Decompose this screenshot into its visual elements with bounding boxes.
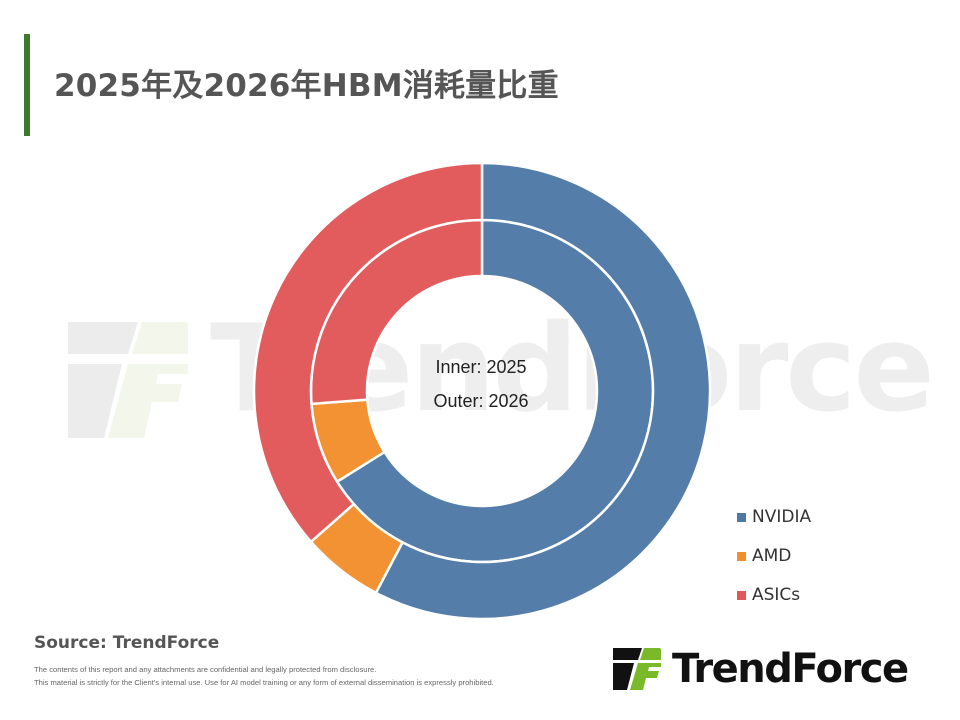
legend-label: AMD <box>752 546 792 566</box>
legend-swatch-nvidia <box>737 512 746 522</box>
disclaimer-line-1: The contents of this report and any atta… <box>34 665 377 674</box>
logo-text: TrendForce <box>672 646 909 692</box>
legend-item-amd[interactable]: AMD <box>737 546 811 566</box>
trendforce-logo: TrendForce <box>612 646 909 692</box>
donut-segment-2026-nvidia[interactable] <box>374 161 712 621</box>
legend-item-nvidia[interactable]: NVIDIA <box>737 507 811 527</box>
legend-swatch-asics <box>737 590 746 600</box>
center-label-outer: Outer: 2026 <box>433 391 529 411</box>
page-title: 2025年及2026年HBM消耗量比重 <box>54 68 559 104</box>
chart-legend: NVIDIA AMD ASICs <box>737 507 811 624</box>
legend-item-asics[interactable]: ASICs <box>737 585 811 605</box>
legend-swatch-amd <box>737 551 746 561</box>
trendforce-logo-icon <box>613 648 661 690</box>
title-accent-bar <box>24 34 30 136</box>
source-label: Source: TrendForce <box>34 633 220 653</box>
center-label-inner: Inner: 2025 <box>435 357 527 377</box>
donut-segment-2026-asics[interactable] <box>252 161 484 544</box>
legend-label: ASICs <box>752 585 801 605</box>
watermark-logo-icon <box>68 322 188 438</box>
disclaimer-line-2: This material is strictly for the Client… <box>34 678 494 687</box>
legend-label: NVIDIA <box>752 507 812 527</box>
